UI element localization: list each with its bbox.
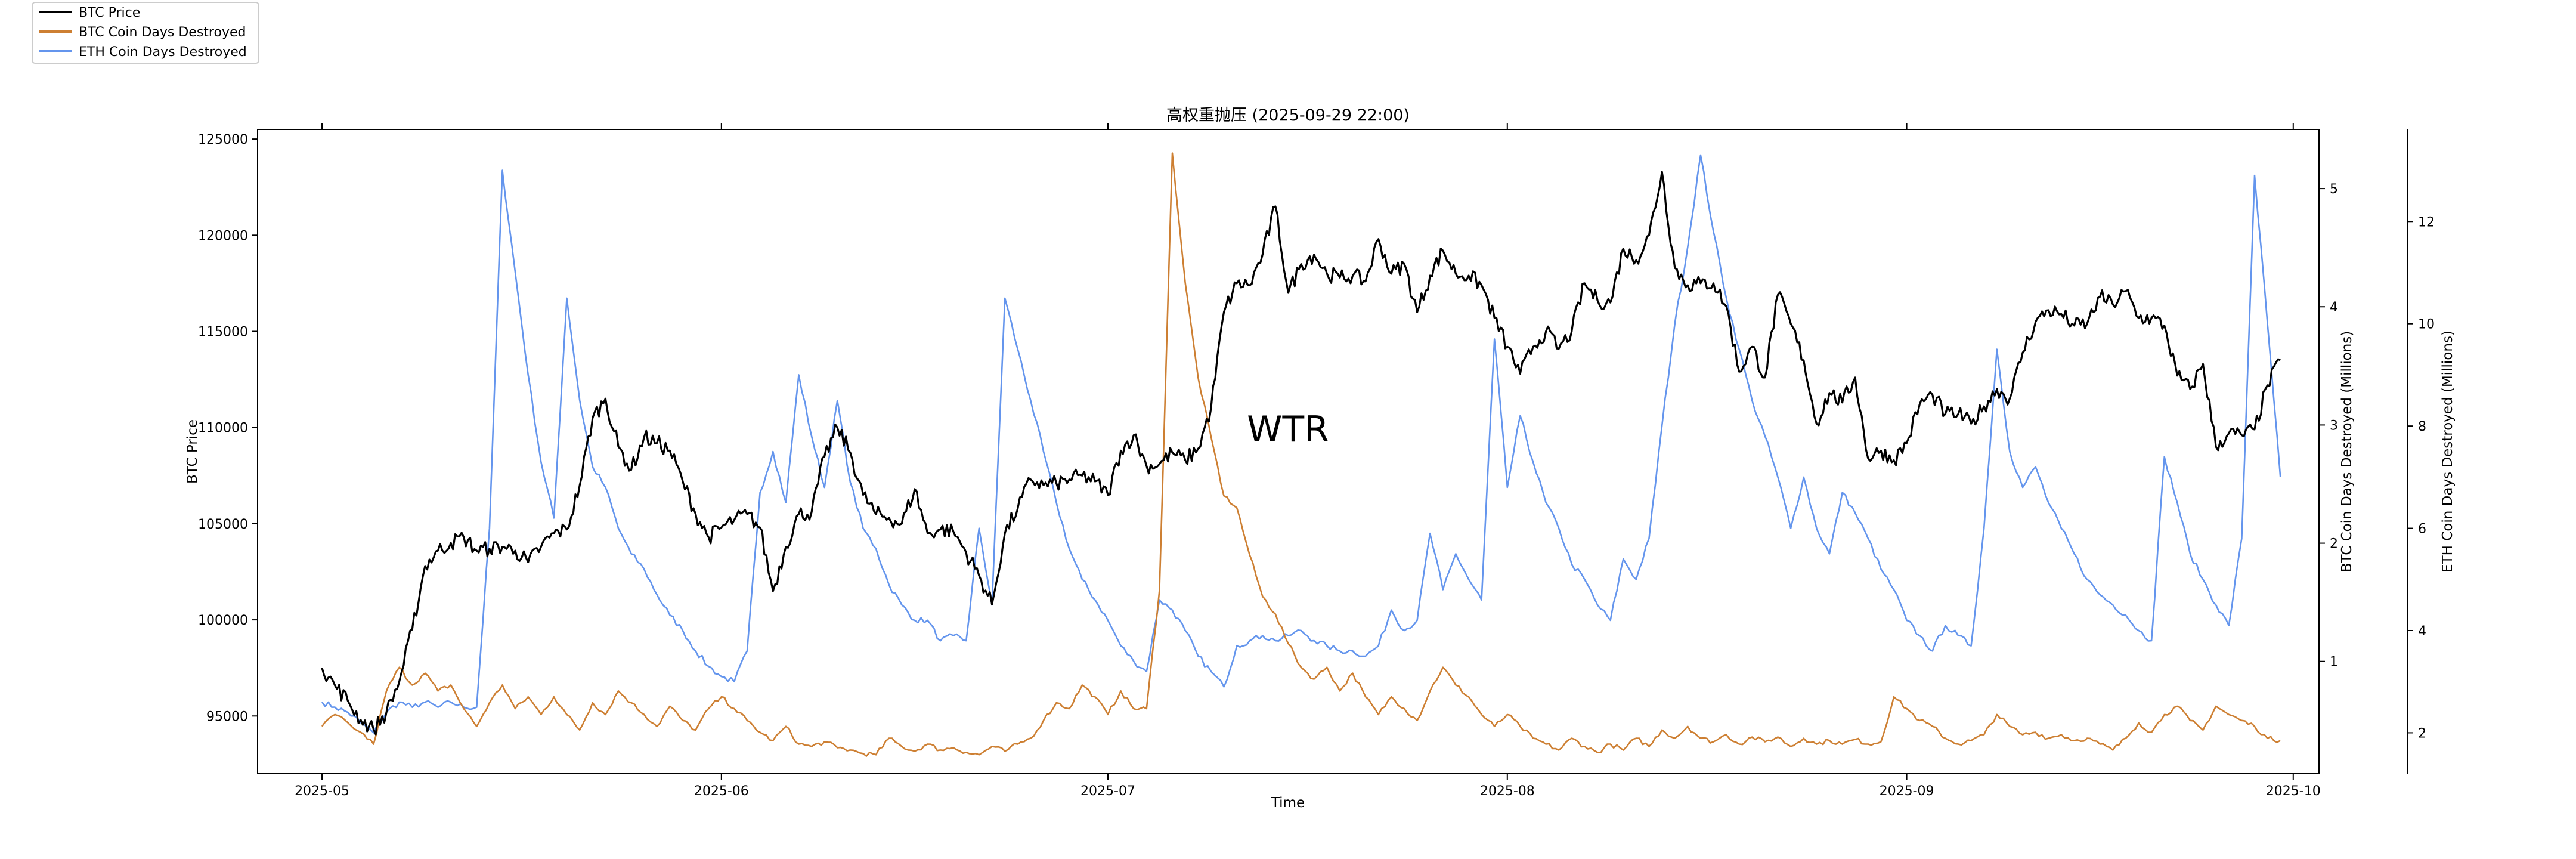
y-axis-label-btc-cdd: BTC Coin Days Destroyed (Millions) <box>2339 331 2355 573</box>
legend: BTC Price BTC Coin Days Destroyed ETH Co… <box>32 2 259 64</box>
btc-cdd-axis: 1 2 3 4 5 <box>2319 182 2338 670</box>
tick-label-x: 2025-07 <box>1080 784 1135 799</box>
tick-label-x: 2025-05 <box>295 784 349 799</box>
legend-frame <box>32 2 259 64</box>
time-axis: 2025-05 2025-06 2025-07 2025-08 2025-09 2025-… <box>295 123 2321 799</box>
tick-label-left: 95000 <box>206 709 248 724</box>
tick-label-left: 105000 <box>198 517 248 532</box>
legend-label-btc-cdd: BTC Coin Days Destroyed <box>79 25 246 40</box>
tick-label-left: 110000 <box>198 421 248 436</box>
eth-cdd-axis: 2 4 6 8 10 12 <box>2407 215 2435 741</box>
y-axis-label-eth-cdd: ETH Coin Days Destroyed (Millions) <box>2440 330 2456 573</box>
tick-label-x: 2025-08 <box>1480 784 1535 799</box>
legend-label-btc-price: BTC Price <box>79 5 140 20</box>
series-line-btc-cdd <box>321 152 2281 757</box>
tick-label-left: 100000 <box>198 613 248 628</box>
tick-label-left: 125000 <box>198 132 248 147</box>
tick-label-x: 2025-09 <box>1880 784 1934 799</box>
series-layer <box>321 152 2281 757</box>
tick-label-x: 2025-10 <box>2266 784 2321 799</box>
chart-title: 高权重抛压 (2025-09-29 22:00) <box>1166 106 1410 125</box>
x-axis-label: Time <box>1271 795 1305 811</box>
tick-label-right2: 2 <box>2418 726 2426 741</box>
tick-label-left: 115000 <box>198 325 248 340</box>
tick-label-x: 2025-06 <box>694 784 749 799</box>
btc-price-axis: 95000 100000 105000 110000 115000 120000 12500… <box>198 132 258 724</box>
watermark: WTR <box>1247 409 1329 450</box>
tick-label-right2: 6 <box>2418 522 2426 537</box>
plot-area-frame <box>257 129 2320 774</box>
legend-label-eth-cdd: ETH Coin Days Destroyed <box>79 45 247 60</box>
series-line-btc-price <box>321 171 2281 736</box>
tick-label-right2: 8 <box>2418 419 2426 434</box>
tick-label-right1: 3 <box>2330 418 2338 433</box>
series-line-eth-cdd <box>321 154 2281 734</box>
tick-label-right1: 2 <box>2330 537 2338 552</box>
tick-label-left: 120000 <box>198 228 248 243</box>
y-axis-label-btc-price: BTC Price <box>185 419 200 484</box>
tick-label-right2: 12 <box>2418 215 2435 230</box>
tick-label-right1: 4 <box>2330 300 2338 315</box>
tick-label-right1: 5 <box>2330 182 2338 197</box>
tick-label-right1: 1 <box>2330 655 2338 670</box>
tick-label-right2: 4 <box>2418 624 2426 639</box>
tick-label-right2: 10 <box>2418 317 2435 332</box>
